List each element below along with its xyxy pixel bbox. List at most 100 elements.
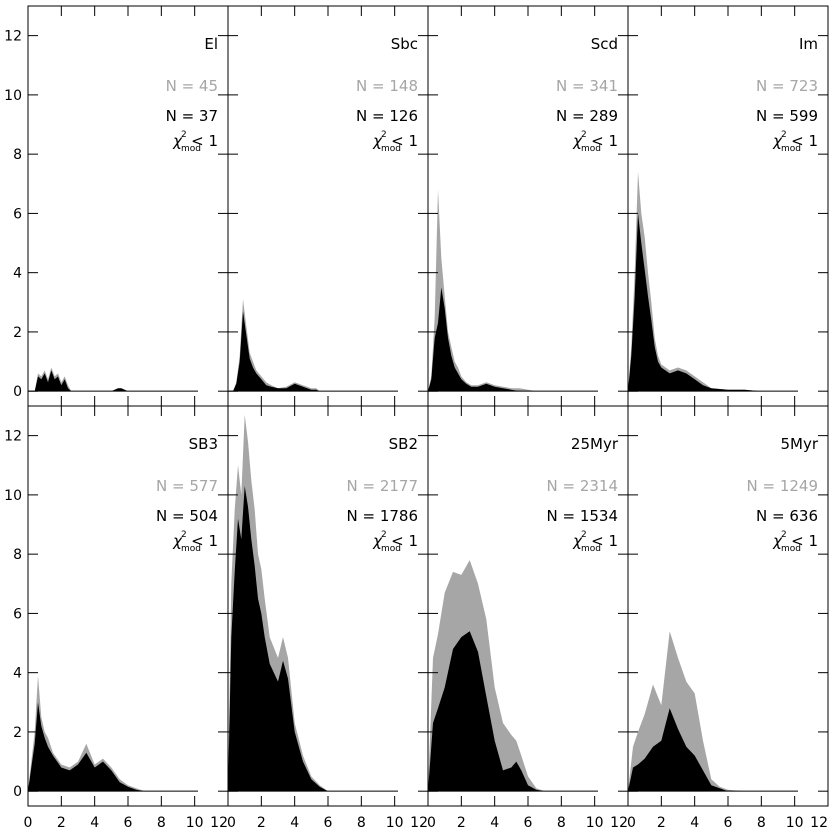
chi-superscript: 2 (581, 530, 587, 540)
x-tick-label: 0 (24, 815, 33, 831)
x-tick-label: 0 (227, 815, 236, 831)
panel-im: Im N = 723 N = 599 < 1 χ 2 mod (627, 5, 829, 407)
x-tick-label: 2 (57, 815, 66, 831)
n-fit-label: N = 504 (156, 507, 218, 525)
chi-superscript: 2 (781, 130, 787, 140)
x-tick-label: 0 (627, 815, 636, 831)
panel-title: Im (799, 35, 818, 53)
panel-title: SB2 (389, 435, 418, 453)
x-tick-label: 8 (357, 815, 366, 831)
n-all-label: N = 148 (356, 77, 418, 95)
series-fit-area (233, 311, 320, 392)
y-tick-label: 0 (13, 784, 22, 800)
x-tick-label: 10 (586, 815, 604, 831)
panel-title: Scd (591, 35, 618, 53)
n-all-label: N = 341 (556, 77, 618, 95)
series-fit-area (428, 631, 545, 792)
y-tick-label: 12 (4, 429, 22, 445)
n-all-label: N = 723 (756, 77, 818, 95)
chi-threshold-label: < 1 (191, 532, 218, 550)
y-tick-label: 10 (4, 88, 22, 104)
y-tick-label: 8 (13, 147, 22, 163)
n-all-label: N = 2177 (347, 477, 419, 495)
x-tick-label: 6 (324, 815, 333, 831)
chi-subscript: mod (581, 144, 601, 154)
n-all-label: N = 45 (166, 77, 218, 95)
x-tick-label: 2 (457, 815, 466, 831)
y-tick-label: 6 (13, 206, 22, 222)
panel-sbc: Sbc N = 148 N = 126 < 1 χ 2 mod (227, 5, 429, 407)
x-tick-label: 2 (257, 815, 266, 831)
chi-threshold-label: < 1 (791, 532, 818, 550)
chi-subscript: mod (781, 144, 801, 154)
n-fit-label: N = 126 (356, 107, 418, 125)
chi-threshold-label: < 1 (191, 132, 218, 150)
n-fit-label: N = 1786 (347, 507, 419, 525)
x-tick-label: 12 (210, 815, 228, 831)
panel-title: SB3 (189, 435, 218, 453)
chi-subscript: mod (581, 544, 601, 554)
n-fit-label: N = 599 (756, 107, 818, 125)
chi-subscript: mod (781, 544, 801, 554)
series-fit-area (34, 370, 129, 392)
x-tick-label: 12 (410, 815, 428, 831)
chi-superscript: 2 (781, 530, 787, 540)
n-fit-label: N = 636 (756, 507, 818, 525)
series-fit-area (628, 708, 778, 792)
chi-threshold-label: < 1 (591, 132, 618, 150)
panel-frame (27, 405, 229, 807)
y-tick-label: 0 (13, 384, 22, 400)
chi-threshold-label: < 1 (391, 132, 418, 150)
y-tick-label: 8 (13, 547, 22, 563)
x-tick-label: 10 (186, 815, 204, 831)
n-all-label: N = 2314 (547, 477, 619, 495)
chi-symbol: χ (572, 132, 583, 150)
chi-subscript: mod (181, 544, 201, 554)
chi-symbol: χ (372, 532, 383, 550)
chi-threshold-label: < 1 (391, 532, 418, 550)
x-tick-label: 4 (90, 815, 99, 831)
n-fit-label: N = 37 (166, 107, 218, 125)
series-fit-area (28, 702, 145, 792)
series-fit-area (628, 213, 762, 392)
panel-title: 25Myr (571, 435, 619, 453)
y-tick-label: 6 (13, 606, 22, 622)
x-tick-label: 10 (386, 815, 404, 831)
x-tick-label: 8 (757, 815, 766, 831)
chi-threshold-label: < 1 (791, 132, 818, 150)
x-tick-label: 6 (124, 815, 133, 831)
chi-superscript: 2 (381, 130, 387, 140)
n-fit-label: N = 289 (556, 107, 618, 125)
x-tick-label: 4 (490, 815, 499, 831)
x-tick-label: 12 (610, 815, 628, 831)
x-tick-label: 4 (690, 815, 699, 831)
n-all-label: N = 1249 (747, 477, 819, 495)
panel-frame (227, 5, 429, 407)
y-tick-label: 4 (13, 266, 22, 282)
panel-scd: Scd N = 341 N = 289 < 1 χ 2 mod (427, 5, 629, 407)
chi-symbol: χ (372, 132, 383, 150)
chi-symbol: χ (572, 532, 583, 550)
panel-title: 5Myr (780, 435, 818, 453)
chi-superscript: 2 (181, 130, 187, 140)
chi-symbol: χ (772, 132, 783, 150)
x-tick-label: 0 (427, 815, 436, 831)
panel-frame (27, 5, 229, 407)
series-all-area (233, 299, 320, 392)
chi-symbol: χ (172, 132, 183, 150)
chi-superscript: 2 (381, 530, 387, 540)
panel-title: El (204, 35, 218, 53)
panel-title: Sbc (391, 35, 418, 53)
chi-symbol: χ (772, 532, 783, 550)
panel-frame (627, 5, 829, 407)
n-fit-label: N = 1534 (547, 507, 619, 525)
panel-frame (427, 5, 629, 407)
x-tick-label: 8 (157, 815, 166, 831)
chi-symbol: χ (172, 532, 183, 550)
y-tick-label: 2 (13, 325, 22, 341)
